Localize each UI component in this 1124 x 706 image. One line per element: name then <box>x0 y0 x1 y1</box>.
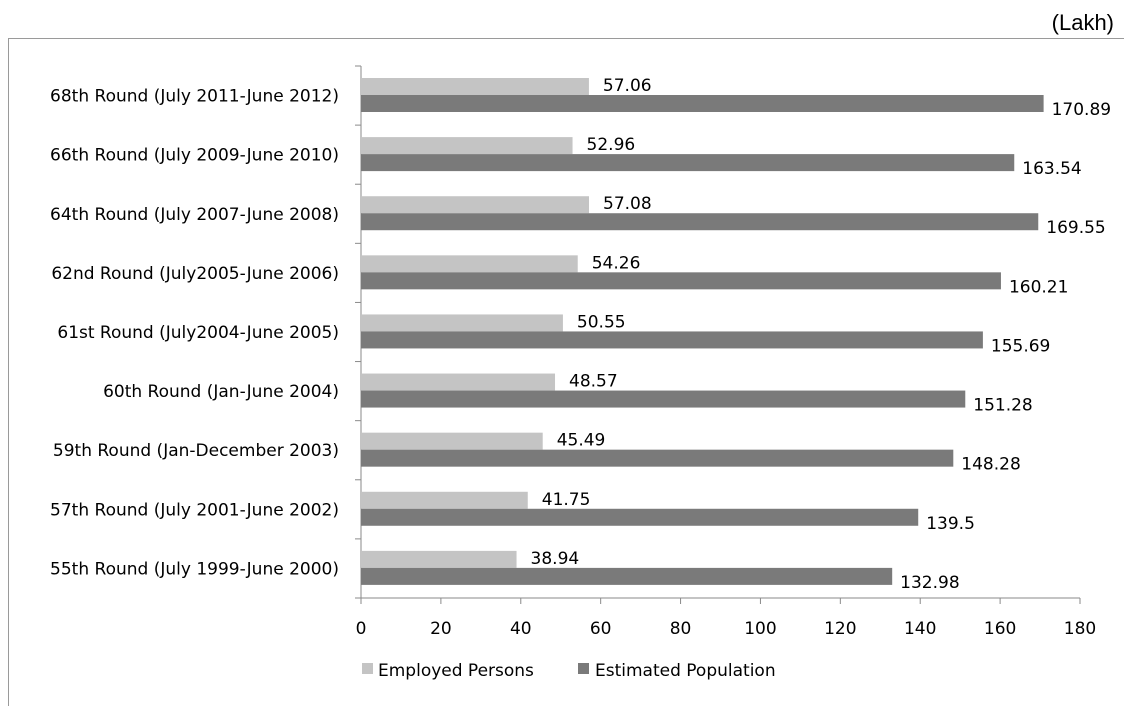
data-label-estimated-population: 132.98 <box>900 573 959 593</box>
bar-employed-persons <box>361 373 556 391</box>
category-label: 59th Round (Jan-December 2003) <box>53 441 339 461</box>
data-label-employed-persons: 41.75 <box>542 490 591 510</box>
data-label-estimated-population: 151.28 <box>973 396 1032 416</box>
bar-employed-persons <box>361 550 517 568</box>
bar-employed-persons <box>361 137 573 155</box>
bar-estimated-population <box>361 272 1001 290</box>
category-label: 66th Round (July 2009-June 2010) <box>50 146 339 166</box>
data-label-estimated-population: 155.69 <box>991 336 1050 356</box>
chart-frame <box>8 38 1124 706</box>
data-label-estimated-population: 160.21 <box>1009 277 1068 297</box>
bar-estimated-population <box>361 567 893 585</box>
legend-swatch-employed-persons <box>362 663 373 674</box>
data-label-estimated-population: 163.54 <box>1022 159 1081 179</box>
unit-label: (Lakh) <box>1051 10 1114 35</box>
x-tick-label: 60 <box>590 619 612 639</box>
legend-label-estimated-population: Estimated Population <box>595 661 776 681</box>
x-tick-label: 20 <box>430 619 452 639</box>
category-label: 68th Round (July 2011-June 2012) <box>50 87 339 107</box>
category-label: 55th Round (July 1999-June 2000) <box>50 559 339 579</box>
x-tick-label: 40 <box>510 619 532 639</box>
category-label: 62nd Round (July2005-June 2006) <box>51 264 339 284</box>
data-label-employed-persons: 52.96 <box>587 135 636 155</box>
x-tick-label: 120 <box>824 619 856 639</box>
data-label-employed-persons: 50.55 <box>577 312 626 332</box>
x-tick-label: 80 <box>670 619 692 639</box>
data-label-employed-persons: 45.49 <box>557 431 606 451</box>
x-tick-label: 100 <box>744 619 776 639</box>
x-tick-label: 180 <box>1064 619 1096 639</box>
data-label-employed-persons: 57.08 <box>603 194 652 214</box>
bar-estimated-population <box>361 95 1044 112</box>
data-label-employed-persons: 57.06 <box>603 76 652 96</box>
bar-estimated-population <box>361 331 983 349</box>
category-label: 60th Round (Jan-June 2004) <box>103 382 339 402</box>
bar-estimated-population <box>361 390 966 408</box>
bar-employed-persons <box>361 196 590 214</box>
data-label-estimated-population: 170.89 <box>1052 100 1111 120</box>
x-tick-label: 160 <box>984 619 1016 639</box>
category-label: 64th Round (July 2007-June 2008) <box>50 205 339 225</box>
data-label-employed-persons: 48.57 <box>569 372 618 392</box>
legend-swatch-estimated-population <box>578 663 589 674</box>
data-label-estimated-population: 139.5 <box>926 514 975 534</box>
bar-employed-persons <box>361 78 589 95</box>
bar-estimated-population <box>361 508 919 526</box>
data-label-employed-persons: 38.94 <box>531 549 580 569</box>
bar-employed-persons <box>361 432 543 450</box>
category-label: 61st Round (July2004-June 2005) <box>57 323 339 343</box>
bar-employed-persons <box>361 491 528 509</box>
bar-estimated-population <box>361 449 954 467</box>
data-label-employed-persons: 54.26 <box>592 253 641 273</box>
x-tick-label: 140 <box>904 619 936 639</box>
data-label-estimated-population: 169.55 <box>1046 218 1105 238</box>
bar-employed-persons <box>361 314 563 332</box>
bar-estimated-population <box>361 154 1015 172</box>
legend-label-employed-persons: Employed Persons <box>378 661 534 681</box>
bar-estimated-population <box>361 213 1039 231</box>
x-tick-label: 0 <box>356 619 367 639</box>
bar-employed-persons <box>361 255 578 273</box>
category-label: 57th Round (July 2001-June 2002) <box>50 500 339 520</box>
data-label-estimated-population: 148.28 <box>961 455 1020 475</box>
